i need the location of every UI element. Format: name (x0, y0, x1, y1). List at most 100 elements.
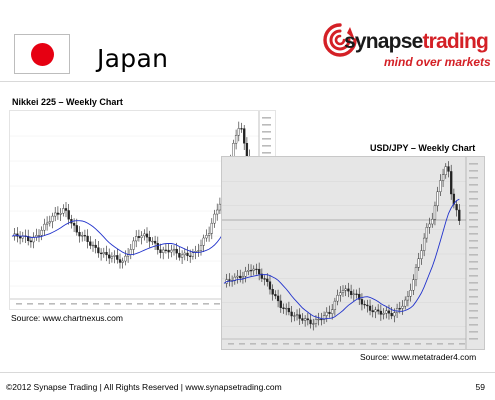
candle-body (268, 281, 272, 290)
candle-body (97, 247, 100, 254)
price-tick-label (469, 226, 478, 228)
candle-body (295, 314, 299, 316)
time-tick-label (250, 343, 256, 345)
price-tick-label (469, 338, 478, 340)
candle-body (43, 223, 46, 231)
candle-body (86, 235, 89, 242)
candle-body (285, 307, 288, 310)
footer-divider (0, 372, 495, 373)
candle-body (382, 312, 385, 315)
candle-body (216, 209, 219, 215)
candle-body (27, 236, 30, 242)
candle-body (94, 244, 97, 248)
candle-body (81, 235, 84, 237)
time-tick-label (316, 343, 322, 345)
time-tick-label (327, 343, 333, 345)
time-tick-label (104, 303, 110, 305)
candle-body (121, 260, 124, 263)
time-tick-label (283, 343, 289, 345)
moving-average-line (11, 167, 253, 256)
candle-body (276, 295, 280, 302)
candle-body (266, 278, 269, 282)
candle-body (18, 236, 22, 239)
candle-body (40, 229, 43, 236)
price-tick-label (262, 117, 271, 119)
candle-body (116, 255, 119, 260)
candle-body (347, 288, 350, 292)
candle-body (247, 270, 250, 272)
candle-body (387, 310, 391, 314)
price-tick-label (469, 163, 478, 165)
candle-body (175, 248, 178, 254)
price-tick-label (262, 145, 271, 147)
price-tick-label (469, 282, 478, 284)
time-tick-label (338, 343, 344, 345)
price-tick-label (469, 177, 478, 179)
candle-body (455, 204, 458, 211)
candle-body (301, 318, 304, 321)
price-tick-label (469, 331, 478, 333)
candle-body (172, 248, 176, 251)
candle-body (62, 208, 65, 214)
candle-body (371, 310, 374, 313)
candle-body (191, 252, 195, 257)
moving-average-line (223, 198, 460, 320)
candle-body (129, 249, 132, 255)
candle-body (263, 278, 266, 280)
logo-wordmark: synapsetrading (344, 30, 489, 54)
candle-body (422, 237, 426, 251)
candle-body (186, 252, 189, 257)
slide-title: Japan (97, 44, 169, 73)
price-tick-label (469, 170, 478, 172)
candle-body (339, 292, 342, 296)
logo-word-synapse: synapse (344, 30, 423, 53)
candle-body (377, 309, 380, 312)
usdjpy-chart-svg (222, 157, 478, 349)
candle-body (243, 128, 246, 144)
time-tick-label (137, 303, 143, 305)
time-tick-label (239, 343, 245, 345)
candle-body (156, 243, 159, 250)
price-tick-label (469, 184, 478, 186)
candle-body (317, 318, 320, 321)
time-tick-label (228, 343, 234, 345)
candle-body (401, 305, 404, 309)
price-tick-label (469, 198, 478, 200)
candle-body (207, 233, 211, 236)
price-tick-label (469, 233, 478, 235)
candle-body (290, 311, 293, 317)
synapse-trading-logo: synapsetrading mind over markets (322, 18, 495, 78)
candle-body (45, 222, 49, 225)
candle-body (303, 318, 307, 321)
page-number: 59 (475, 382, 485, 392)
time-tick-label (115, 303, 121, 305)
candle-body (110, 256, 114, 259)
candle-body (355, 293, 358, 295)
candle-body (239, 275, 242, 279)
logo-word-trading: trading (422, 30, 489, 53)
candle-body (306, 318, 309, 321)
candle-body (341, 290, 345, 293)
candle-body (67, 210, 70, 220)
candle-body (54, 212, 57, 217)
price-tick-label (469, 275, 478, 277)
candle-body (102, 252, 105, 255)
time-tick-label (393, 343, 399, 345)
candle-body (368, 305, 372, 311)
time-tick-label (349, 343, 355, 345)
time-tick-label (181, 303, 187, 305)
candle-body (322, 315, 326, 320)
candle-body (393, 312, 396, 317)
candle-body (233, 276, 236, 281)
time-tick-label (126, 303, 132, 305)
time-tick-label (305, 343, 311, 345)
flag-red-disc (31, 43, 54, 66)
candle-body (234, 134, 238, 144)
candle-body (245, 143, 249, 157)
candle-body (89, 241, 92, 246)
footer-copyright: ©2012 Synapse Trading | All Rights Reser… (6, 382, 282, 392)
candle-body (132, 240, 135, 250)
candle-body (428, 223, 431, 228)
candle-body (366, 304, 369, 307)
candle-body (406, 296, 410, 301)
